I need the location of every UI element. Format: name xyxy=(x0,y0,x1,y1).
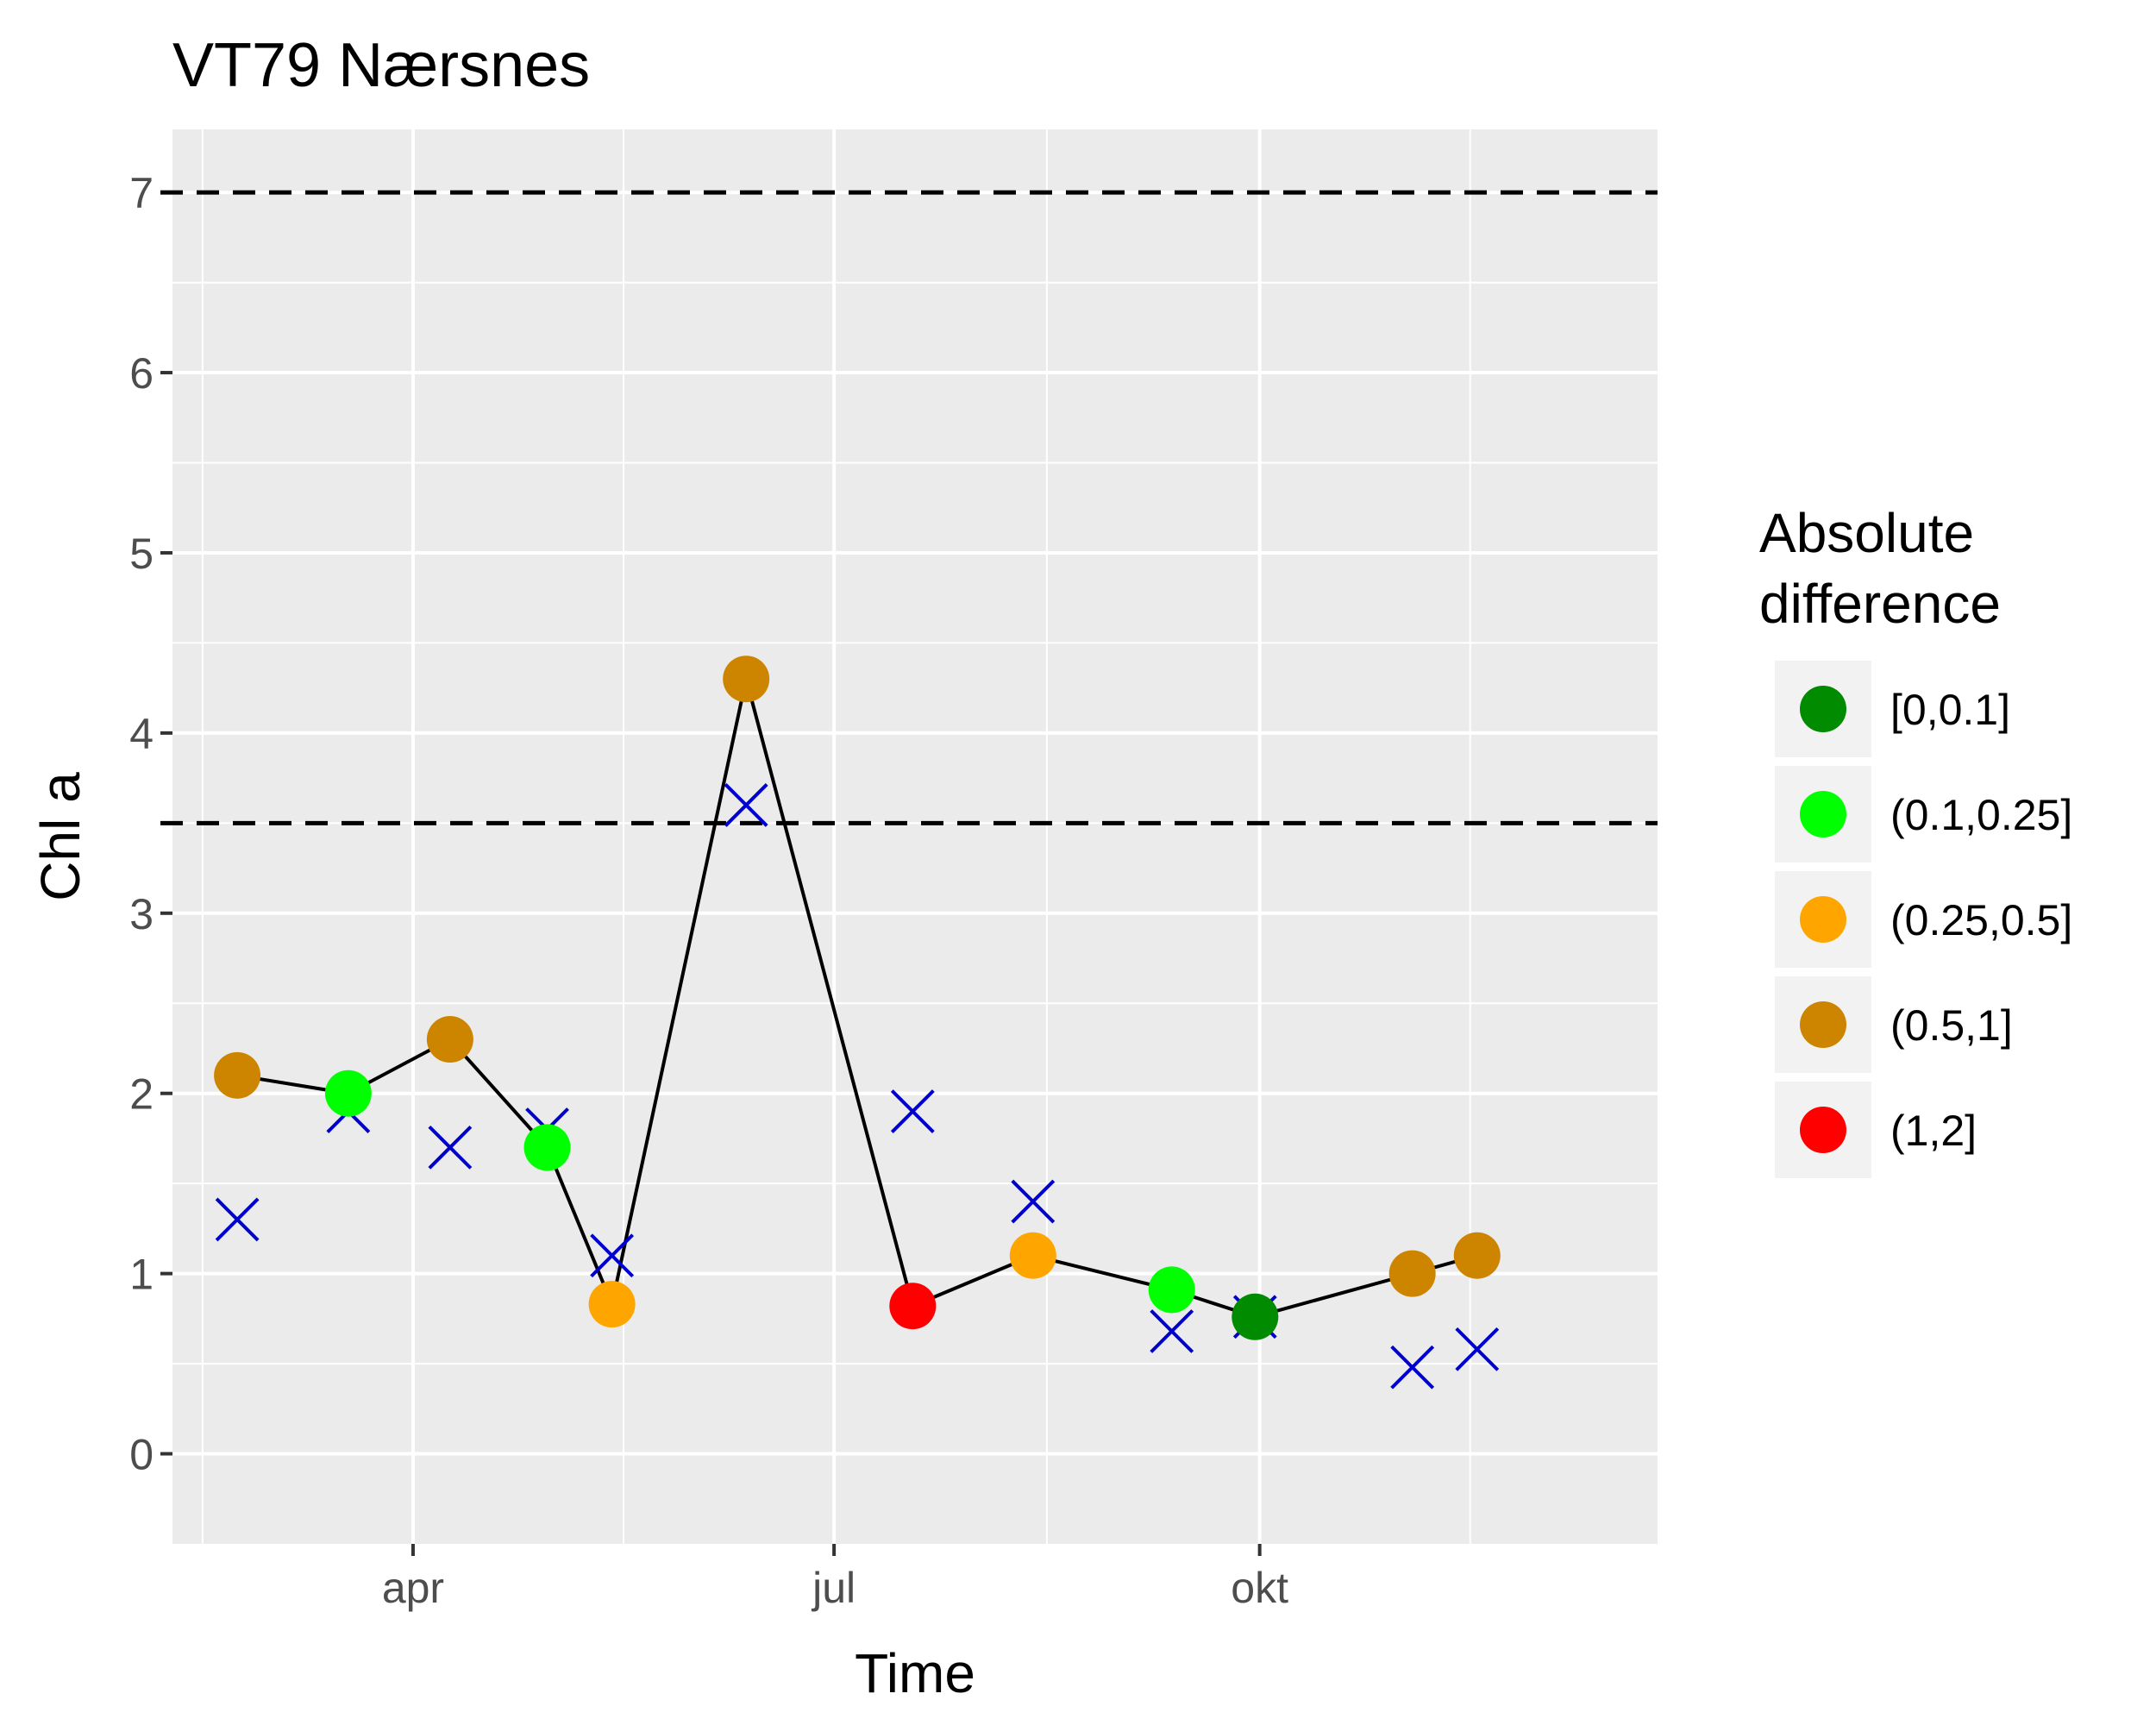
legend-swatch xyxy=(1800,1001,1846,1048)
predicted-point xyxy=(1150,1309,1194,1353)
legend-swatch xyxy=(1800,1107,1846,1153)
x-tick-label: okt xyxy=(1231,1564,1288,1612)
observed-point xyxy=(1148,1266,1195,1314)
observed-points xyxy=(214,656,1501,1340)
legend-swatch xyxy=(1800,896,1846,943)
y-axis: 0 1 2 3 4 5 6 7 xyxy=(129,169,172,1479)
y-tick-label: 4 xyxy=(129,710,154,758)
observed-point xyxy=(889,1283,937,1330)
legend-entry: (0.25,0.5] xyxy=(1775,871,2072,968)
y-tick-label: 1 xyxy=(129,1251,154,1299)
legend-swatch xyxy=(1800,686,1846,732)
legend-label: [0,0.1] xyxy=(1890,686,2010,734)
observed-point xyxy=(1009,1232,1056,1279)
y-tick-label: 7 xyxy=(129,169,154,217)
observed-point xyxy=(214,1051,261,1099)
observed-point xyxy=(1453,1232,1501,1279)
legend: Absolute difference [0,0.1] (0.1,0.25] (0.… xyxy=(1759,502,2072,1178)
observed-point xyxy=(1388,1250,1436,1297)
legend-entry: (0.5,1] xyxy=(1775,976,2013,1073)
y-tick-label: 3 xyxy=(129,890,154,938)
predicted-point xyxy=(590,1233,635,1278)
y-tick-label: 6 xyxy=(129,349,154,398)
predicted-point xyxy=(890,1089,935,1134)
observed-point xyxy=(1232,1293,1279,1340)
predicted-point xyxy=(724,783,768,827)
predicted-point xyxy=(1390,1345,1435,1389)
legend-swatch xyxy=(1800,791,1846,837)
legend-label: (0.5,1] xyxy=(1890,1001,2013,1050)
legend-label: (0.1,0.25] xyxy=(1890,791,2072,839)
predicted-point xyxy=(215,1197,260,1242)
legend-entry: [0,0.1] xyxy=(1775,661,2010,757)
x-axis-title: Time xyxy=(855,1642,975,1704)
y-tick-label: 0 xyxy=(129,1431,154,1479)
predicted-point xyxy=(1011,1179,1056,1224)
observed-point xyxy=(588,1281,636,1328)
x-tick-label: apr xyxy=(382,1564,444,1612)
predicted-point xyxy=(1455,1327,1500,1371)
observed-point xyxy=(324,1070,372,1117)
observed-point xyxy=(426,1016,473,1063)
observed-point xyxy=(523,1124,571,1171)
x-axis: apr jul okt xyxy=(382,1544,1288,1612)
predicted-point xyxy=(428,1125,473,1170)
x-tick-label: jul xyxy=(811,1564,856,1612)
legend-entry: (1,2] xyxy=(1775,1082,1977,1178)
y-axis-title: Chl a xyxy=(29,772,91,901)
legend-title-line2: difference xyxy=(1759,573,2001,635)
observed-point xyxy=(723,656,770,703)
chart-title: VT79 Nærsnes xyxy=(172,31,590,100)
legend-label: (0.25,0.5] xyxy=(1890,896,2072,944)
legend-entry: (0.1,0.25] xyxy=(1775,766,2072,862)
reference-lines xyxy=(160,190,1658,825)
y-tick-label: 5 xyxy=(129,530,154,578)
plot-panel xyxy=(172,129,1658,1544)
legend-label: (1,2] xyxy=(1890,1107,1977,1155)
y-tick-label: 2 xyxy=(129,1070,154,1119)
legend-title-line1: Absolute xyxy=(1759,502,1974,564)
